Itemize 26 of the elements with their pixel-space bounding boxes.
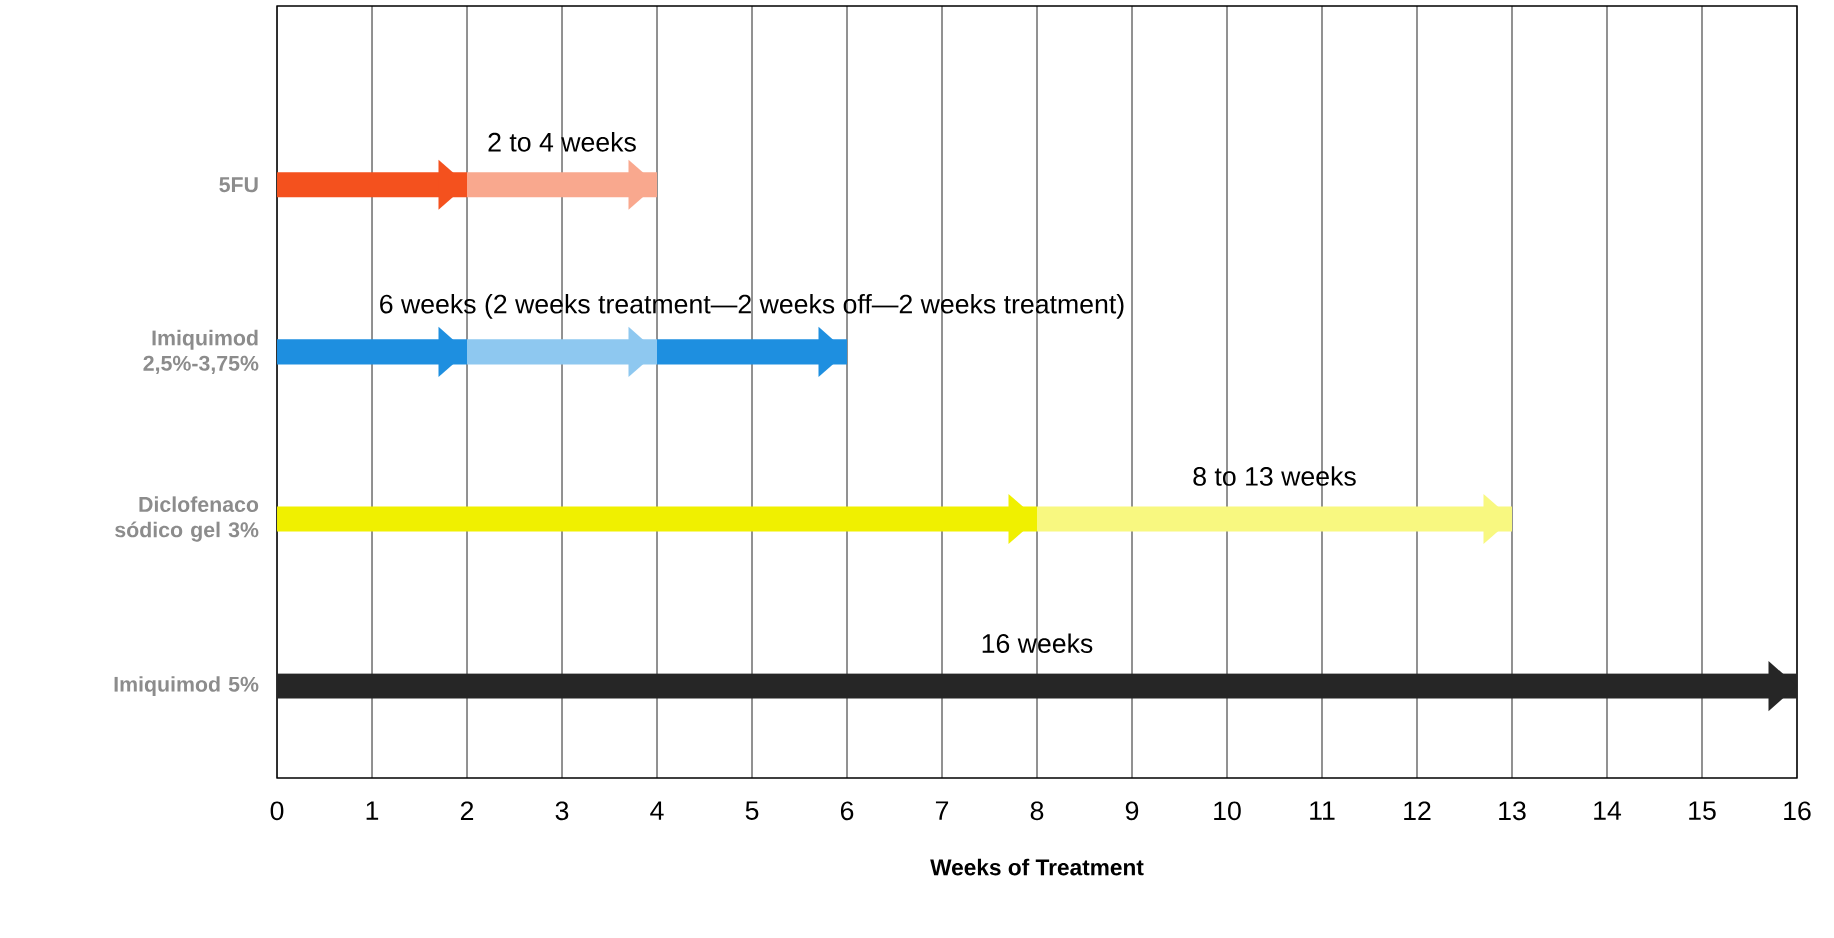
y-tick-label: 5FU <box>219 177 258 193</box>
x-tick-label: 15 <box>1689 801 1716 820</box>
x-tick-label: 5 <box>745 801 759 820</box>
x-tick-label: 0 <box>270 801 284 821</box>
x-tick-label: 14 <box>1594 801 1622 820</box>
x-tick-label: 8 <box>1030 801 1044 821</box>
annotation: 8 to 13 weeks <box>1193 466 1356 486</box>
x-tick-label: 7 <box>935 801 949 820</box>
x-tick-label: 3 <box>555 801 569 821</box>
x-tick-label: 9 <box>1125 801 1139 821</box>
y-tick-label: Diclofenaco sódico gel 3% <box>115 496 259 542</box>
x-tick-label: 13 <box>1499 801 1526 821</box>
x-tick-label: 12 <box>1404 801 1431 820</box>
x-tick-label: 1 <box>366 801 379 820</box>
x-axis-title: Weeks of Treatment <box>930 858 1144 876</box>
annotation: 2 to 4 weeks <box>488 132 636 152</box>
x-tick-label: 10 <box>1214 801 1241 821</box>
annotation: 16 weeks <box>982 633 1093 653</box>
x-tick-label: 4 <box>650 801 664 820</box>
x-tick-label: 16 <box>1784 801 1811 821</box>
annotation: 6 weeks (2 weeks treatment—2 weeks off—2 weeks treatment) <box>380 293 1124 319</box>
x-tick-label: 2 <box>460 801 474 820</box>
x-tick-label: 11 <box>1310 801 1335 820</box>
y-tick-label: Imiquimod 2,5%-3,75% <box>143 329 259 374</box>
x-tick-label: 6 <box>840 801 854 821</box>
y-tick-label: Imiquimod 5% <box>114 676 259 697</box>
